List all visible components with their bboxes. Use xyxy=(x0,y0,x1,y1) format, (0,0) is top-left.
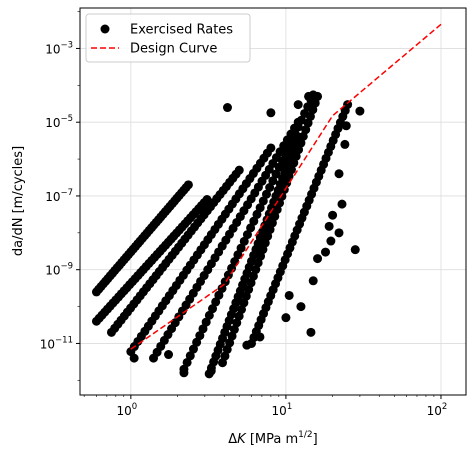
scatter-point xyxy=(234,165,244,175)
scatter-band xyxy=(106,165,244,337)
scatter-point xyxy=(355,106,365,116)
scatter-point xyxy=(255,332,265,342)
scatter-point xyxy=(266,108,276,118)
scatter-point xyxy=(281,313,291,323)
scatter-point xyxy=(293,122,303,132)
scatter-point xyxy=(326,236,336,246)
scatter-point xyxy=(321,247,330,257)
scatter-point xyxy=(337,199,347,209)
scatter-point xyxy=(249,216,259,226)
scatter-point xyxy=(268,176,278,186)
scatter-point xyxy=(252,209,262,219)
scatter-point xyxy=(201,317,211,327)
y-tick-label: 10−11 xyxy=(40,335,73,351)
scatter-point xyxy=(340,139,350,149)
design-curve-line xyxy=(130,23,442,350)
scatter-band xyxy=(218,91,323,368)
scatter-point xyxy=(185,351,195,361)
scatter-point xyxy=(296,302,306,312)
scatter-point xyxy=(313,254,323,264)
ticks: 100 101 102 10−11 10−9 10−7 10−5 10−3 xyxy=(40,11,448,418)
scatter-point xyxy=(271,169,281,179)
x-tick-label: 101 xyxy=(272,402,293,418)
scatter-band xyxy=(91,180,193,297)
plot-data xyxy=(91,23,442,379)
scatter-point xyxy=(239,236,249,246)
scatter-point xyxy=(164,350,174,360)
scatter-band xyxy=(247,100,353,348)
scatter-point xyxy=(233,250,243,260)
scatter-point xyxy=(183,180,193,190)
scatter-point xyxy=(293,100,303,110)
scatter-point xyxy=(211,297,221,307)
x-tick-label: 100 xyxy=(116,402,137,418)
scatter-point xyxy=(324,221,334,231)
scatter-point xyxy=(188,344,198,354)
scatter-point xyxy=(341,121,351,131)
y-tick-label: 10−9 xyxy=(45,262,73,278)
scatter-point xyxy=(236,243,246,253)
scatter-point xyxy=(195,331,205,341)
legend: Exercised Rates Design Curve xyxy=(85,13,251,63)
scatter-point xyxy=(242,230,252,240)
x-tick-label: 102 xyxy=(427,402,448,418)
legend-label-exercised-rates: Exercised Rates xyxy=(130,23,233,38)
scatter-point xyxy=(306,327,316,337)
scatter-point xyxy=(255,203,265,213)
scatter-point xyxy=(308,90,318,100)
y-tick-label: 10−7 xyxy=(45,188,73,204)
scatter-point xyxy=(343,100,353,110)
legend-marker-exercised-rates xyxy=(100,24,110,34)
scatter-point xyxy=(246,223,256,233)
scatter-point xyxy=(284,290,294,300)
scatter-point xyxy=(308,276,318,286)
scatter-point xyxy=(258,196,268,206)
scatter-point xyxy=(214,290,224,300)
scatter-point xyxy=(265,183,275,192)
scatter-point xyxy=(242,340,252,350)
scatter-point xyxy=(334,228,344,238)
x-axis-label: ΔK [MPa m1/2] xyxy=(228,430,317,447)
y-tick-label: 10−5 xyxy=(45,114,73,130)
scatter-point xyxy=(261,189,271,199)
y-axis-label: da/dN [m/cycles] xyxy=(11,146,26,256)
legend-box xyxy=(85,13,251,63)
scatter-band xyxy=(91,195,212,326)
scatter-point xyxy=(223,270,233,280)
legend-label-design-curve: Design Curve xyxy=(130,42,217,57)
scatter-point xyxy=(208,304,218,314)
y-tick-label: 10−3 xyxy=(45,40,73,56)
plot-frame xyxy=(79,7,467,396)
scatter-point xyxy=(350,245,360,255)
scatter-point xyxy=(129,353,139,363)
scatter-point xyxy=(217,283,227,293)
scatter-point xyxy=(222,103,232,113)
scatter-point xyxy=(328,210,338,220)
scatter-point xyxy=(182,357,192,367)
scatter-point xyxy=(179,368,189,378)
scatter-band xyxy=(149,117,303,363)
scatter-point xyxy=(192,337,202,347)
scatter-point xyxy=(206,366,216,376)
scatter-point xyxy=(266,143,276,153)
scatter-point xyxy=(334,169,344,179)
scatter-point xyxy=(198,324,208,334)
scatter-point xyxy=(204,310,214,320)
